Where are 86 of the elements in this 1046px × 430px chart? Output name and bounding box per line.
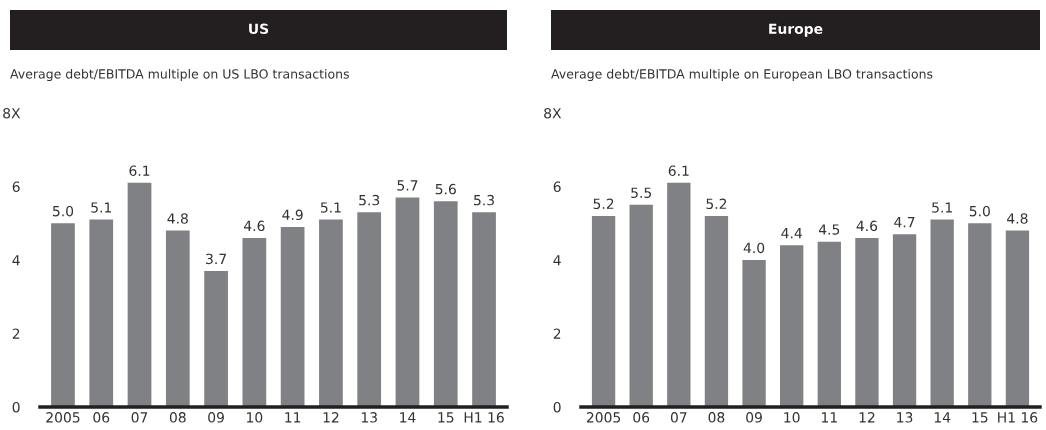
bar: [930, 219, 954, 407]
data-label: 4.6: [856, 220, 878, 232]
x-tick-label: 09: [746, 412, 762, 423]
x-tick-label: 15: [438, 412, 454, 423]
x-tick-label: 13: [897, 412, 913, 423]
x-tick-label: 10: [247, 412, 263, 423]
bar: [1005, 230, 1030, 407]
data-label: 5.2: [593, 198, 614, 210]
data-label: 4.8: [167, 213, 188, 224]
data-label: 5.0: [969, 205, 990, 217]
bar: [629, 204, 653, 407]
y-tick-label: 4: [12, 255, 20, 266]
data-label: 5.7: [397, 180, 418, 191]
bar: [704, 215, 729, 407]
bar: [855, 237, 879, 407]
data-label: 5.2: [706, 198, 727, 210]
bar: [968, 223, 992, 407]
y-tick-label: 8X: [544, 107, 562, 119]
data-label: 4.7: [894, 217, 915, 228]
y-tick-label: 8X: [3, 107, 21, 119]
x-tick-label: 12: [859, 412, 875, 423]
y-tick-label: 6: [12, 181, 20, 192]
x-tick-label: 09: [208, 412, 224, 423]
data-label: 4.0: [743, 242, 765, 254]
bar: [319, 219, 343, 407]
x-tick-label: 2005: [586, 412, 621, 423]
bar: [591, 215, 616, 407]
data-label: 4.4: [781, 228, 802, 239]
bar: [127, 182, 152, 407]
bar: [242, 237, 267, 407]
data-label: 4.6: [244, 220, 265, 232]
x-tick-label: 13: [361, 412, 377, 423]
data-label: 4.9: [282, 209, 303, 221]
bar: [51, 223, 75, 407]
bar: [357, 212, 382, 407]
y-tick-label: 6: [553, 181, 561, 192]
data-label: 5.1: [932, 202, 952, 213]
chart-title: US: [249, 23, 269, 35]
bar: [892, 234, 917, 407]
x-tick-label: 06: [633, 412, 650, 423]
data-label: 3.7: [206, 253, 226, 265]
x-tick-label: 11: [285, 412, 301, 423]
x-tick-label: 14: [400, 412, 416, 423]
y-tick-label: 2: [12, 328, 20, 339]
x-tick-label: 07: [670, 412, 687, 423]
bar: [89, 219, 114, 407]
bar: [204, 271, 228, 407]
data-label: 4.5: [818, 224, 840, 235]
x-tick-label: 06: [93, 412, 110, 423]
y-tick-label: 0: [12, 401, 20, 413]
data-label: 5.6: [435, 183, 456, 195]
y-tick-label: 2: [553, 328, 561, 339]
x-tick-label: H1 16: [464, 412, 504, 423]
data-label: 5.0: [53, 205, 74, 217]
bar: [742, 260, 766, 407]
x-tick-label: 08: [169, 412, 186, 423]
data-label: 5.3: [359, 194, 380, 206]
bar: [817, 241, 841, 407]
x-tick-label: 08: [708, 412, 725, 423]
x-tick-label: 07: [131, 412, 148, 423]
y-tick-label: 0: [553, 401, 561, 413]
y-tick-label: 4: [553, 255, 561, 266]
x-tick-label: 15: [972, 412, 988, 423]
data-label: 6.1: [668, 165, 689, 176]
x-tick-label: 11: [822, 412, 837, 423]
data-label: 6.1: [129, 165, 150, 176]
data-label: 5.3: [474, 194, 494, 206]
chart-subtitle: Average debt/EBITDA multiple on US LBO transactions: [10, 68, 349, 82]
x-tick-label: 12: [323, 412, 339, 423]
x-tick-label: H1 16: [998, 412, 1038, 423]
chart-title: Europe: [769, 23, 823, 37]
data-label: 5.5: [631, 187, 652, 199]
data-label: 5.1: [320, 202, 341, 213]
x-tick-label: 2005: [46, 412, 80, 423]
bar: [165, 230, 190, 407]
x-tick-label: 10: [784, 412, 800, 423]
data-label: 5.1: [91, 202, 112, 213]
chart-subtitle: Average debt/EBITDA multiple on European LBO transactions: [551, 68, 933, 82]
x-tick-label: 14: [934, 412, 951, 423]
data-label: 4.8: [1007, 213, 1028, 224]
bar: [667, 182, 691, 407]
bar: [472, 212, 496, 407]
bar: [395, 197, 420, 407]
bar: [280, 226, 305, 407]
bar: [433, 201, 458, 407]
bar: [780, 245, 804, 407]
